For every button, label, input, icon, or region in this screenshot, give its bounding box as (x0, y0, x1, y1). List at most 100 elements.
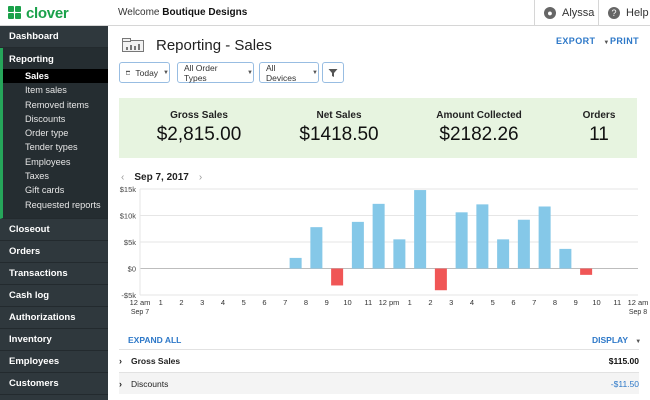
net-sales-label: Net Sales (316, 110, 362, 121)
chevron-right-icon: › (119, 355, 122, 366)
y-tick-label: $15k (120, 185, 137, 194)
expand-all-button[interactable]: EXPAND ALL (128, 335, 182, 345)
nav-gift-cards[interactable]: Gift cards (25, 185, 65, 196)
current-date: Sep 7, 2017 (134, 172, 189, 183)
nav-removed-items[interactable]: Removed items (25, 99, 89, 110)
chart-bar[interactable] (434, 268, 447, 291)
display-button[interactable]: DISPLAY ▼ (592, 335, 641, 345)
summary-band: Gross Sales $2,815.00 Net Sales $1418.50… (119, 98, 637, 158)
x-tick-label: 4 (221, 298, 225, 307)
merchant-name: Boutique Designs (162, 7, 248, 18)
discounts-row-value: -$11.50 (610, 378, 639, 389)
gross-sales-row[interactable]: › Gross Sales $115.00 (119, 349, 639, 371)
print-button[interactable]: PRINT (610, 36, 639, 46)
nav-closeout[interactable]: Closeout (0, 219, 108, 241)
nav-authorizations[interactable]: Authorizations (0, 307, 108, 329)
y-tick-label: $0 (128, 265, 136, 274)
gross-sales-row-label: Gross Sales (131, 355, 181, 366)
net-sales-value: $1418.50 (299, 124, 379, 145)
x-tick-label: 6 (262, 298, 266, 307)
chart-bar[interactable] (289, 257, 302, 269)
y-tick-label: $5k (124, 238, 136, 247)
x-tick-label: 8 (553, 298, 557, 307)
chart-bar[interactable] (559, 248, 572, 269)
x-tick-label: 12 am (628, 298, 649, 307)
nav-employees-report[interactable]: Employees (25, 156, 71, 167)
x-tick-label: 5 (242, 298, 246, 307)
date-navigator: ‹ Sep 7, 2017 › (121, 172, 202, 183)
chart-x-tick-labels: 12 am Sep 7 1 2 3 4 5 6 7 8 9 10 11 12 pm 1 2 3 4 5 6 7 8 9 10 1… (130, 298, 649, 316)
order-type-select[interactable]: All Order Types ▼ (177, 62, 254, 83)
x-tick-label: 10 (592, 298, 600, 307)
nav-requested-reports[interactable]: Requested reports (25, 199, 101, 210)
nav-tender-types[interactable]: Tender types (25, 142, 78, 153)
clover-logo[interactable]: clover (8, 4, 69, 22)
nav-reporting[interactable]: Reporting (9, 54, 54, 65)
chart-bars (289, 190, 593, 291)
next-day-icon[interactable]: › (198, 172, 203, 183)
x-tick-label: 6 (511, 298, 515, 307)
nav-discounts[interactable]: Discounts (25, 113, 66, 124)
funnel-icon (328, 68, 338, 77)
discounts-row[interactable]: › Discounts -$11.50 (119, 372, 639, 394)
nav-sales[interactable]: Sales (3, 69, 108, 84)
x-tick-label: 1 (159, 298, 163, 307)
filter-button[interactable] (322, 62, 344, 83)
chart-bar[interactable] (455, 212, 468, 269)
chart-bar[interactable] (476, 204, 489, 269)
nav-order-type[interactable]: Order type (25, 128, 69, 139)
user-menu-button[interactable]: ● Alyssa (534, 0, 598, 26)
prev-day-icon[interactable]: ‹ (121, 172, 125, 183)
nav-transactions[interactable]: Transactions (0, 263, 108, 285)
nav-reporting-section: Reporting Sales Item sales Removed items… (0, 48, 108, 219)
user-name: Alyssa (562, 7, 595, 19)
x-tick-label: 2 (179, 298, 183, 307)
gross-sales-value: $2,815.00 (156, 124, 242, 145)
help-icon: ? (608, 7, 620, 19)
x-tick-label: 3 (200, 298, 204, 307)
chart-bar[interactable] (393, 239, 406, 269)
chevron-down-icon: ▼ (635, 339, 642, 345)
export-label: EXPORT (556, 36, 596, 46)
chart-bar[interactable] (331, 268, 344, 286)
chart-bar[interactable] (580, 268, 593, 275)
x-tick-label: 7 (532, 298, 536, 307)
chart-bar[interactable] (414, 190, 427, 269)
help-button[interactable]: ? Help (598, 0, 650, 26)
help-label: Help (626, 7, 649, 19)
chart-bar[interactable] (351, 221, 364, 269)
nav-cash-log[interactable]: Cash log (0, 285, 108, 307)
x-tick-label: 12 pm (379, 298, 400, 307)
date-range-value: Today (135, 67, 159, 78)
gross-sales-stat: Gross Sales $2,815.00 (149, 110, 249, 146)
x-tick-label: 11 (364, 298, 372, 307)
chevron-right-icon: › (119, 378, 122, 389)
amount-collected-value: $2182.26 (439, 124, 519, 145)
device-value: All Devices (266, 62, 297, 83)
x-tick-label: 12 am (130, 298, 151, 307)
sidebar: Dashboard Reporting Sales Item sales Rem… (0, 26, 108, 400)
nav-item-sales[interactable]: Item sales (25, 85, 67, 96)
date-range-select[interactable]: Today ▼ (119, 62, 170, 83)
x-tick-label: 9 (574, 298, 578, 307)
chart-bar[interactable] (538, 206, 551, 269)
nav-customers[interactable]: Customers (0, 373, 108, 395)
orders-value: 11 (589, 124, 609, 145)
nav-taxes[interactable]: Taxes (25, 171, 49, 182)
nav-inventory[interactable]: Inventory (0, 329, 108, 351)
chart-bar[interactable] (497, 239, 510, 269)
chart-bar[interactable] (517, 219, 530, 269)
export-button[interactable]: EXPORT ▼ (556, 36, 610, 46)
device-select[interactable]: All Devices ▼ (259, 62, 319, 83)
nav-orders[interactable]: Orders (0, 241, 108, 263)
reporting-folder-icon (122, 38, 144, 52)
chart-bar[interactable] (372, 203, 385, 269)
chart-y-tick-labels: $15k $10k $5k $0 -$5k (120, 185, 137, 300)
display-label: DISPLAY (592, 335, 628, 345)
gross-sales-row-value: $115.00 (608, 355, 639, 366)
net-sales-stat: Net Sales $1418.50 (289, 110, 389, 146)
nav-dashboard[interactable]: Dashboard (0, 26, 108, 48)
nav-employees[interactable]: Employees (0, 351, 108, 373)
chart-bar[interactable] (310, 227, 323, 269)
